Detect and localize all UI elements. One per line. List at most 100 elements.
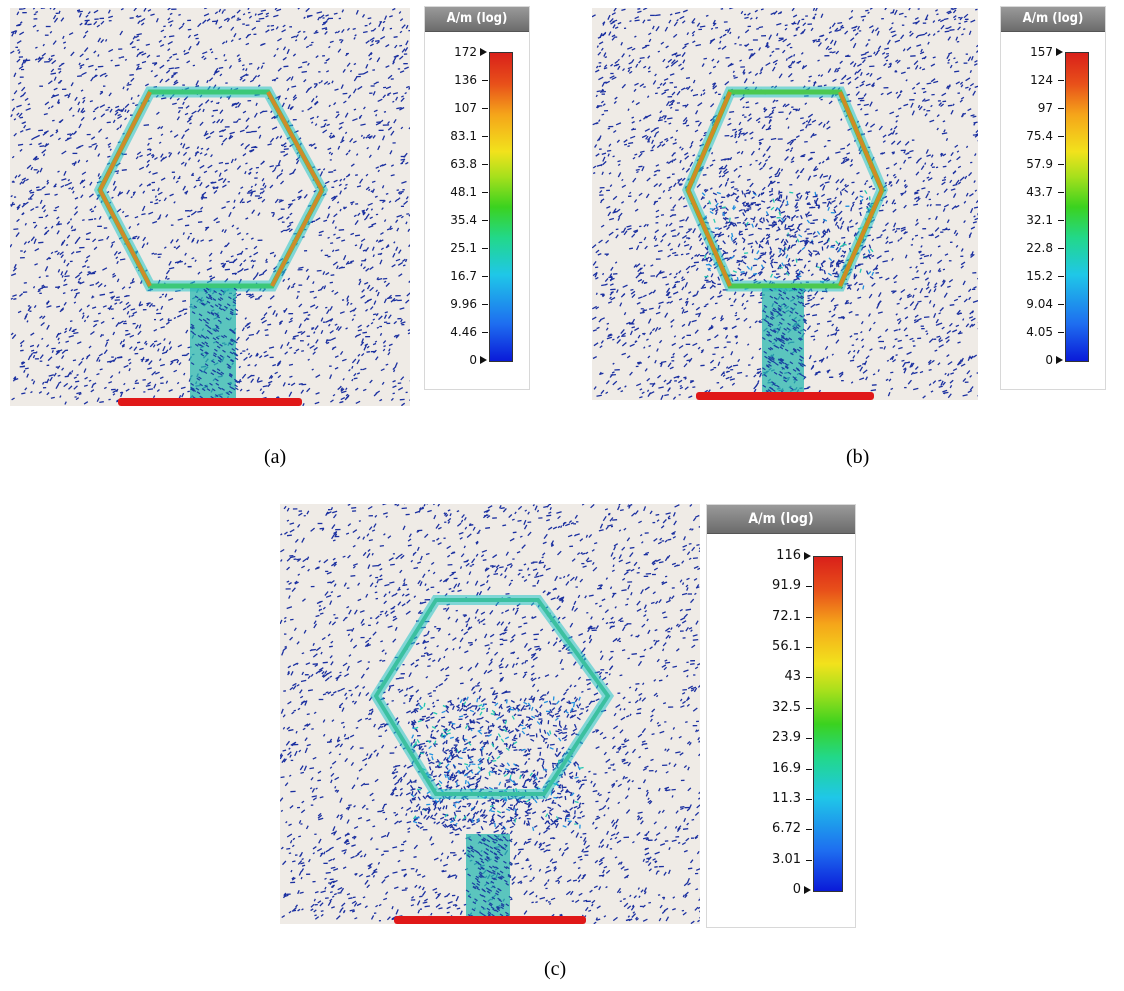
legend-tick-label: 0 (469, 353, 477, 367)
legend-tick-label: 25.1 (450, 241, 477, 255)
legend-tick-label: 124 (1030, 73, 1053, 87)
waveguide-port (118, 398, 302, 406)
legend-tick-mark (482, 304, 488, 305)
hexagon-ring-glow (370, 595, 615, 799)
legend-tick-mark (1058, 332, 1064, 333)
legend-tick-mark (482, 248, 488, 249)
legend-tick-mark (482, 192, 488, 193)
legend-arrow-icon (804, 886, 811, 894)
legend-arrow-icon (480, 48, 487, 56)
legend-tick-mark (806, 677, 812, 679)
hot-current-segment (686, 91, 732, 191)
hot-current-segment (270, 189, 324, 287)
legend-tick-label: 75.4 (1026, 129, 1053, 143)
field-arrows-svg (592, 8, 978, 400)
legend-tick-mark (806, 859, 812, 861)
legend-tick-label: 3.01 (772, 851, 801, 867)
legend-tick-mark (482, 80, 488, 81)
legend-tick-mark (1058, 164, 1064, 165)
waveguide-port (696, 392, 874, 400)
legend-tick-mark (806, 616, 812, 618)
legend-tick-mark (482, 164, 488, 165)
hexagon-radiator-ring (373, 598, 611, 796)
legend-tick-label: 136 (454, 73, 477, 87)
current-field-plot-c (280, 504, 700, 924)
legend-tick-label: 6.72 (772, 821, 801, 837)
legend-tick-label: 4.05 (1026, 325, 1053, 339)
hot-current-segment (98, 189, 152, 287)
legend-tick-mark (482, 220, 488, 221)
legend-tick-label: 9.96 (450, 297, 477, 311)
colorbar (1065, 52, 1089, 362)
legend-tick-label: 0 (792, 882, 801, 897)
legend-tick-mark (1058, 80, 1064, 81)
hot-current-segment (266, 91, 324, 191)
legend-tick-mark (1058, 108, 1064, 109)
legend-tick-label: 43 (784, 669, 801, 685)
waveguide-port (394, 916, 586, 924)
legend-tick-label: 4.46 (450, 325, 477, 339)
legend-arrow-icon (480, 356, 487, 364)
legend-title-a: A/m (log) (425, 7, 529, 32)
caption-b: (b) (846, 446, 870, 468)
legend-tick-mark (1058, 220, 1064, 221)
legend-tick-mark (1058, 248, 1064, 249)
legend-tick-label: 11.3 (772, 790, 801, 806)
legend-tick-label: 157 (1030, 45, 1053, 59)
legend-tick-label: 9.04 (1026, 297, 1053, 311)
legend-tick-mark (806, 829, 812, 831)
legend-tick-label: 32.1 (1026, 213, 1053, 227)
current-field-plot-a (10, 8, 410, 406)
background-field-vectors (10, 8, 410, 406)
legend-tick-label: 16.7 (450, 269, 477, 283)
legend-tick-label: 56.1 (772, 639, 801, 655)
dense-field-region (409, 696, 584, 832)
legend-tick-label: 32.5 (772, 699, 801, 715)
legend-tick-label: 72.1 (772, 608, 801, 624)
legend-arrow-icon (1056, 356, 1063, 364)
legend-tick-mark (482, 136, 488, 137)
legend-tick-label: 16.9 (772, 760, 801, 776)
legend-title-c: A/m (log) (707, 505, 855, 534)
legend-tick-mark (1058, 192, 1064, 193)
legend-tick-mark (482, 276, 488, 277)
legend-tick-label: 35.4 (450, 213, 477, 227)
legend-tick-mark (482, 332, 488, 333)
legend-tick-label: 83.1 (450, 129, 477, 143)
legend-tick-label: 0 (1045, 353, 1053, 367)
legend-body-a: 172 136 107 83.1 63.8 48.1 35.4 25.1 16.7 9.96 4.4… (425, 32, 529, 389)
colorbar (489, 52, 513, 362)
legend-tick-mark (806, 738, 812, 740)
legend-tick-mark (806, 798, 812, 800)
legend-tick-mark (806, 586, 812, 588)
legend-tick-mark (806, 707, 812, 709)
field-arrows-svg (10, 8, 410, 406)
legend-tick-label: 97 (1037, 101, 1053, 115)
legend-tick-label: 172 (454, 45, 477, 59)
caption-c: (c) (544, 958, 567, 980)
microstrip-feed-line (190, 288, 236, 398)
legend-tick-mark (1058, 304, 1064, 305)
legend-body-c: 116 91.9 72.1 56.1 43 32.5 23.9 16.9 11.3 6.72 3.0… (707, 534, 855, 927)
legend-tick-label: 57.9 (1026, 157, 1053, 171)
legend-body-b: 157 124 97 75.4 57.9 43.7 32.1 22.8 15.2 9.04 4.05… (1001, 32, 1105, 389)
legend-tick-label: 43.7 (1026, 185, 1053, 199)
legend-tick-label: 116 (776, 548, 801, 563)
hot-current-segment (98, 91, 152, 191)
field-arrows-svg (280, 504, 700, 924)
legend-arrow-icon (1056, 48, 1063, 56)
current-field-plot-b (592, 8, 978, 400)
legend-tick-label: 23.9 (772, 730, 801, 746)
legend-tick-label: 91.9 (772, 578, 801, 594)
caption-a: (a) (264, 446, 287, 468)
legend-tick-mark (482, 108, 488, 109)
legend-tick-mark (806, 768, 812, 770)
legend-title-b: A/m (log) (1001, 7, 1105, 32)
color-legend-c: A/m (log) 116 91.9 72.1 56.1 43 32.5 23.9 16.9 1… (706, 504, 856, 928)
legend-tick-label: 107 (454, 101, 477, 115)
colorbar (813, 556, 843, 892)
color-legend-a: A/m (log) 172 136 107 83.1 63.8 48.1 35.4 25.1 1… (424, 6, 530, 390)
background-field-vectors (280, 504, 700, 924)
legend-tick-label: 48.1 (450, 185, 477, 199)
hot-current-segment (838, 189, 884, 287)
